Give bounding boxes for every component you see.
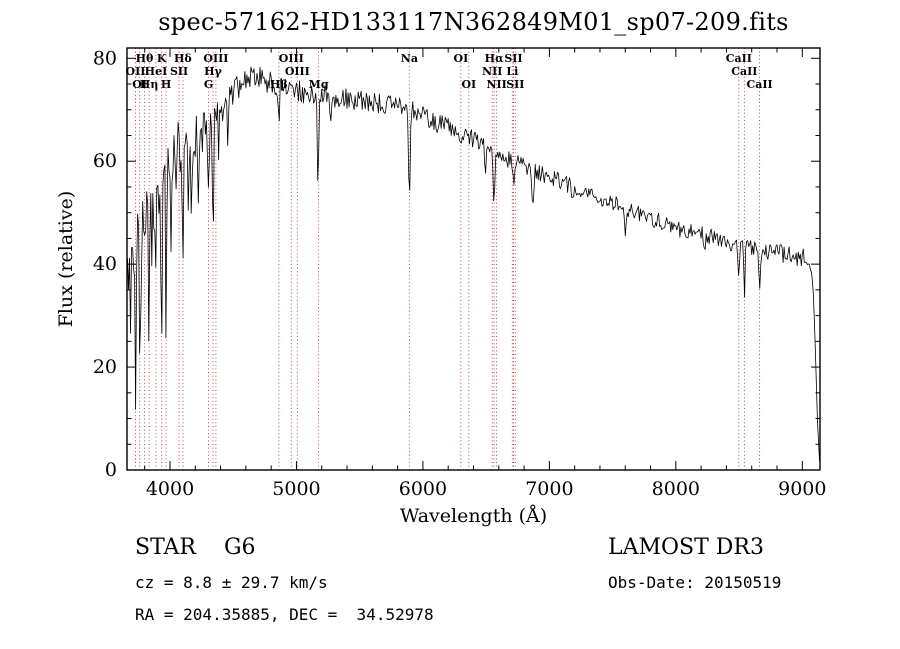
spectral-line-labels: OIIOIHθHηHeIKHSIIHδGHγOIIIHβOIIIOIIIMgNa…: [126, 52, 773, 91]
spectrum-trace: [127, 66, 820, 461]
x-tick-label: 6000: [399, 478, 447, 500]
spectral-line-label: Hγ: [204, 65, 222, 78]
plot-title: spec-57162-HD133117N362849M01_sp07-209.f…: [158, 8, 789, 36]
spectral-line-label: Hθ: [136, 52, 154, 65]
y-axis-label: Flux (relative): [55, 191, 77, 328]
cz-value: cz = 8.8 ± 29.7 km/s: [135, 573, 328, 592]
spectral-line-label: HeI: [145, 65, 168, 78]
spectral-line-label: SII: [506, 78, 524, 91]
spectral-line-label: Li: [506, 65, 518, 78]
x-tick-label: 4000: [146, 478, 194, 500]
spectral-line-label: Hα: [485, 52, 504, 65]
spectral-line-label: NII: [482, 65, 502, 78]
spectral-line-label: SII: [504, 52, 522, 65]
plot-frame: [126, 47, 821, 471]
spectral-line-label: Hδ: [174, 52, 192, 65]
spectral-line-label: H: [161, 78, 171, 91]
spectral-line-label: OIII: [279, 52, 304, 65]
spectral-line-label: K: [157, 52, 167, 65]
spectral-line-label: NII: [486, 78, 506, 91]
survey-name: LAMOST DR3: [608, 535, 764, 560]
spectral-line-label: CaII: [746, 78, 772, 91]
y-tick-label: 20: [93, 356, 117, 378]
spectral-line-label: OI: [453, 52, 468, 65]
spectral-line-label: CaII: [726, 52, 752, 65]
y-tick-label: 0: [105, 459, 117, 481]
y-tick-label: 80: [93, 47, 117, 69]
spectral-line-label: Na: [401, 52, 418, 65]
spectral-line-label: CaII: [731, 65, 757, 78]
x-tick-labels: 4000 5000 6000 7000 8000 9000: [146, 478, 827, 500]
spectral-line-label: OI: [461, 78, 476, 91]
x-tick-label: 7000: [525, 478, 573, 500]
axis-ticks: [127, 48, 820, 471]
y-tick-label: 40: [93, 253, 117, 275]
x-tick-label: 9000: [778, 478, 826, 500]
x-axis-label: Wavelength (Å): [400, 505, 547, 527]
obs-date: Obs-Date: 20150519: [608, 573, 782, 592]
spectral-line-label: Hη: [140, 78, 158, 91]
y-tick-label: 60: [93, 150, 117, 172]
spectral-line-label: OII: [126, 65, 146, 78]
ra-dec-coordinates: RA = 204.35885, DEC = 34.52978: [135, 605, 434, 624]
object-class-label: STAR G6: [135, 535, 256, 560]
y-tick-labels: 0 20 40 60 80: [93, 47, 117, 481]
spectral-line-label: OIII: [203, 52, 228, 65]
spectral-line-label: OI: [132, 78, 147, 91]
spectral-line-label: OIII: [285, 65, 310, 78]
x-tick-label: 5000: [272, 478, 320, 500]
spectral-line-label: SII: [170, 65, 188, 78]
spectral-line-label: Hβ: [270, 78, 288, 91]
spectral-line-label: Mg: [309, 78, 329, 91]
spectral-line-label: G: [204, 78, 213, 91]
x-tick-label: 8000: [652, 478, 700, 500]
